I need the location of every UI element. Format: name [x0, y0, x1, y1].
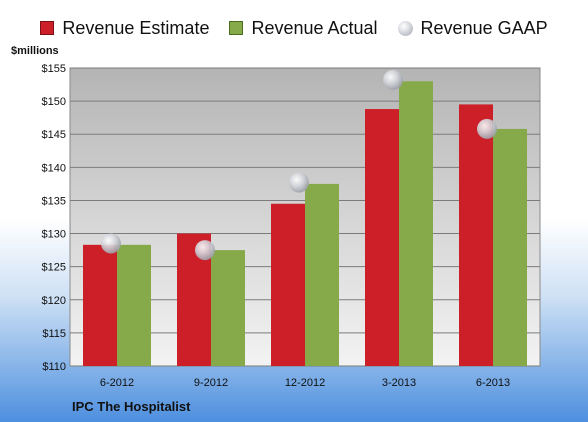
y-tick-label: $145	[42, 129, 66, 141]
y-tick-label: $120	[42, 295, 66, 307]
y-tick-label: $140	[42, 162, 66, 174]
y-tick-label: $150	[42, 96, 66, 108]
bar-actual	[211, 250, 245, 366]
bar-estimate	[459, 104, 493, 366]
y-axis-unit-label: $millions	[11, 45, 59, 57]
y-tick-label: $135	[42, 195, 66, 207]
x-tick-label: 6-2012	[100, 377, 134, 389]
bar-estimate	[271, 203, 305, 366]
x-tick-label: 12-2012	[285, 377, 325, 389]
legend-item-actual: Revenue Actual	[229, 14, 378, 42]
bar-actual	[117, 244, 151, 366]
y-tick-label: $155	[42, 63, 66, 75]
bar-actual	[399, 81, 433, 366]
legend-swatch-actual	[229, 21, 244, 35]
company-name: IPC The Hospitalist	[72, 399, 191, 414]
gaap-marker	[289, 172, 309, 193]
x-tick-label: 6-2013	[476, 377, 510, 389]
legend-label-actual: Revenue Actual	[251, 17, 378, 38]
bar-actual	[305, 183, 339, 366]
gaap-marker	[101, 233, 121, 254]
gaap-marker	[195, 240, 215, 261]
y-tick-label: $125	[42, 262, 66, 274]
legend-item-estimate: Revenue Estimate	[40, 14, 209, 42]
legend-item-gaap: Revenue GAAP	[397, 14, 548, 42]
y-tick-label: $115	[42, 328, 66, 340]
legend-swatch-estimate	[40, 21, 55, 35]
gaap-marker	[383, 69, 403, 90]
gaap-marker	[477, 118, 497, 139]
bar-estimate	[83, 244, 117, 366]
y-tick-label: $130	[42, 229, 66, 241]
legend: Revenue Estimate Revenue Actual Revenue …	[0, 14, 588, 42]
bar-actual	[493, 128, 527, 366]
legend-label-estimate: Revenue Estimate	[62, 17, 210, 38]
bar-estimate	[365, 109, 399, 367]
legend-swatch-gaap	[397, 20, 413, 36]
x-tick-label: 3-2013	[382, 377, 416, 389]
legend-label-gaap: Revenue GAAP	[420, 17, 548, 38]
x-tick-label: 9-2012	[194, 377, 228, 389]
y-tick-label: $110	[42, 361, 66, 373]
